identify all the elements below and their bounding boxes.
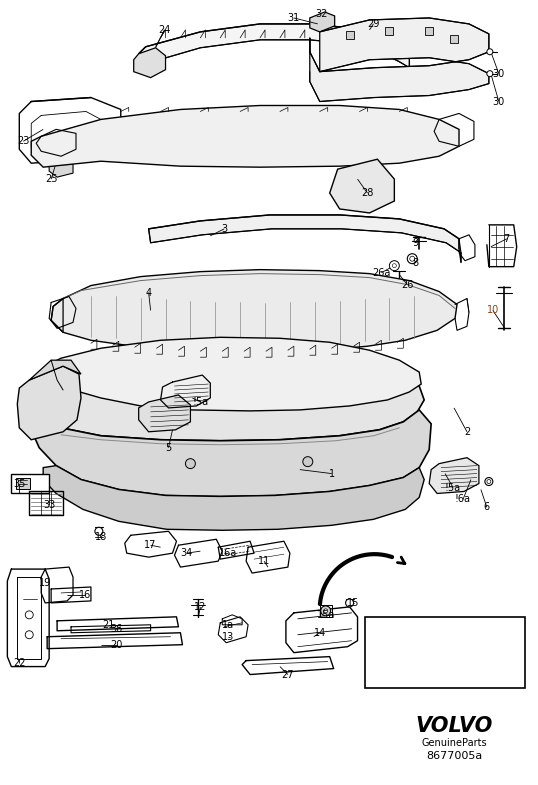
Polygon shape <box>310 12 335 32</box>
Text: 16a: 16a <box>219 548 237 558</box>
Circle shape <box>25 611 33 619</box>
Polygon shape <box>148 215 461 263</box>
Text: 22: 22 <box>13 658 25 667</box>
Text: 31: 31 <box>288 13 300 23</box>
Text: 16: 16 <box>79 590 91 600</box>
Polygon shape <box>330 159 394 213</box>
Text: 23: 23 <box>17 137 30 146</box>
Text: 15: 15 <box>348 598 360 608</box>
Circle shape <box>186 458 195 469</box>
Text: 18: 18 <box>95 532 107 542</box>
Text: 12: 12 <box>194 602 207 612</box>
Text: 29: 29 <box>367 19 380 29</box>
Text: 33: 33 <box>43 500 55 510</box>
Circle shape <box>95 528 103 535</box>
Text: GenuineParts: GenuineParts <box>421 738 487 748</box>
Text: 14: 14 <box>314 628 326 637</box>
Polygon shape <box>29 360 81 380</box>
Polygon shape <box>31 105 459 167</box>
Text: !5a: !5a <box>192 397 208 407</box>
Text: 2: 2 <box>464 427 470 436</box>
Text: 37: 37 <box>379 624 392 633</box>
Text: 15a: 15a <box>316 610 335 620</box>
Text: 13: 13 <box>222 632 235 641</box>
Text: 38: 38 <box>487 645 499 655</box>
Text: 20: 20 <box>111 640 123 650</box>
Circle shape <box>514 628 520 633</box>
Text: 30: 30 <box>493 68 505 79</box>
Text: 19: 19 <box>39 578 51 588</box>
Bar <box>365 617 525 688</box>
Polygon shape <box>429 458 479 494</box>
Circle shape <box>25 631 33 639</box>
Text: 35: 35 <box>13 479 25 488</box>
Polygon shape <box>49 155 73 177</box>
Circle shape <box>487 49 493 55</box>
Polygon shape <box>43 466 424 531</box>
Text: 8677005a: 8677005a <box>426 751 482 761</box>
Circle shape <box>345 599 353 607</box>
Bar <box>345 31 353 38</box>
Polygon shape <box>139 24 409 71</box>
Circle shape <box>303 457 313 466</box>
Circle shape <box>485 477 493 485</box>
Text: 3: 3 <box>221 224 227 234</box>
Polygon shape <box>371 626 513 680</box>
Text: 21: 21 <box>103 620 115 630</box>
Text: !6a: !6a <box>455 495 471 505</box>
Text: 17: 17 <box>144 540 157 550</box>
Text: 39: 39 <box>417 662 429 672</box>
Bar <box>16 477 30 490</box>
Text: 26a: 26a <box>372 268 391 278</box>
Text: !5a: !5a <box>445 483 461 492</box>
Text: 9: 9 <box>412 238 419 248</box>
Text: 26: 26 <box>401 279 414 290</box>
Circle shape <box>392 264 397 268</box>
Text: VOLVO: VOLVO <box>415 716 493 736</box>
Text: 4: 4 <box>146 287 152 298</box>
Text: 1a: 1a <box>222 620 234 630</box>
Polygon shape <box>22 347 424 440</box>
Text: 5: 5 <box>165 443 172 453</box>
Text: 1: 1 <box>329 469 335 479</box>
Bar <box>385 27 393 35</box>
Text: 8: 8 <box>412 257 419 268</box>
Polygon shape <box>134 48 166 78</box>
Circle shape <box>390 261 399 271</box>
Circle shape <box>487 71 493 77</box>
Text: 10: 10 <box>487 305 499 316</box>
Polygon shape <box>31 410 431 496</box>
Text: 7: 7 <box>504 234 510 244</box>
Text: 32: 32 <box>316 9 328 19</box>
Bar <box>11 473 49 494</box>
Text: 25: 25 <box>45 174 58 184</box>
Circle shape <box>487 480 491 484</box>
Text: 11: 11 <box>258 556 270 566</box>
Text: 24: 24 <box>158 25 171 35</box>
Bar <box>425 27 433 35</box>
Circle shape <box>410 256 415 261</box>
Polygon shape <box>310 18 489 101</box>
Text: 6: 6 <box>484 502 490 513</box>
Text: 34: 34 <box>180 548 193 558</box>
Circle shape <box>324 609 328 613</box>
Text: 28: 28 <box>362 188 374 198</box>
Text: 30: 30 <box>493 97 505 107</box>
Text: 27: 27 <box>282 670 294 680</box>
Circle shape <box>407 254 417 264</box>
Text: 36: 36 <box>111 624 123 633</box>
Circle shape <box>411 673 419 681</box>
Circle shape <box>321 606 331 616</box>
Bar <box>450 35 458 43</box>
Polygon shape <box>17 366 81 440</box>
Polygon shape <box>49 338 421 411</box>
Polygon shape <box>51 269 457 352</box>
Polygon shape <box>139 395 190 432</box>
